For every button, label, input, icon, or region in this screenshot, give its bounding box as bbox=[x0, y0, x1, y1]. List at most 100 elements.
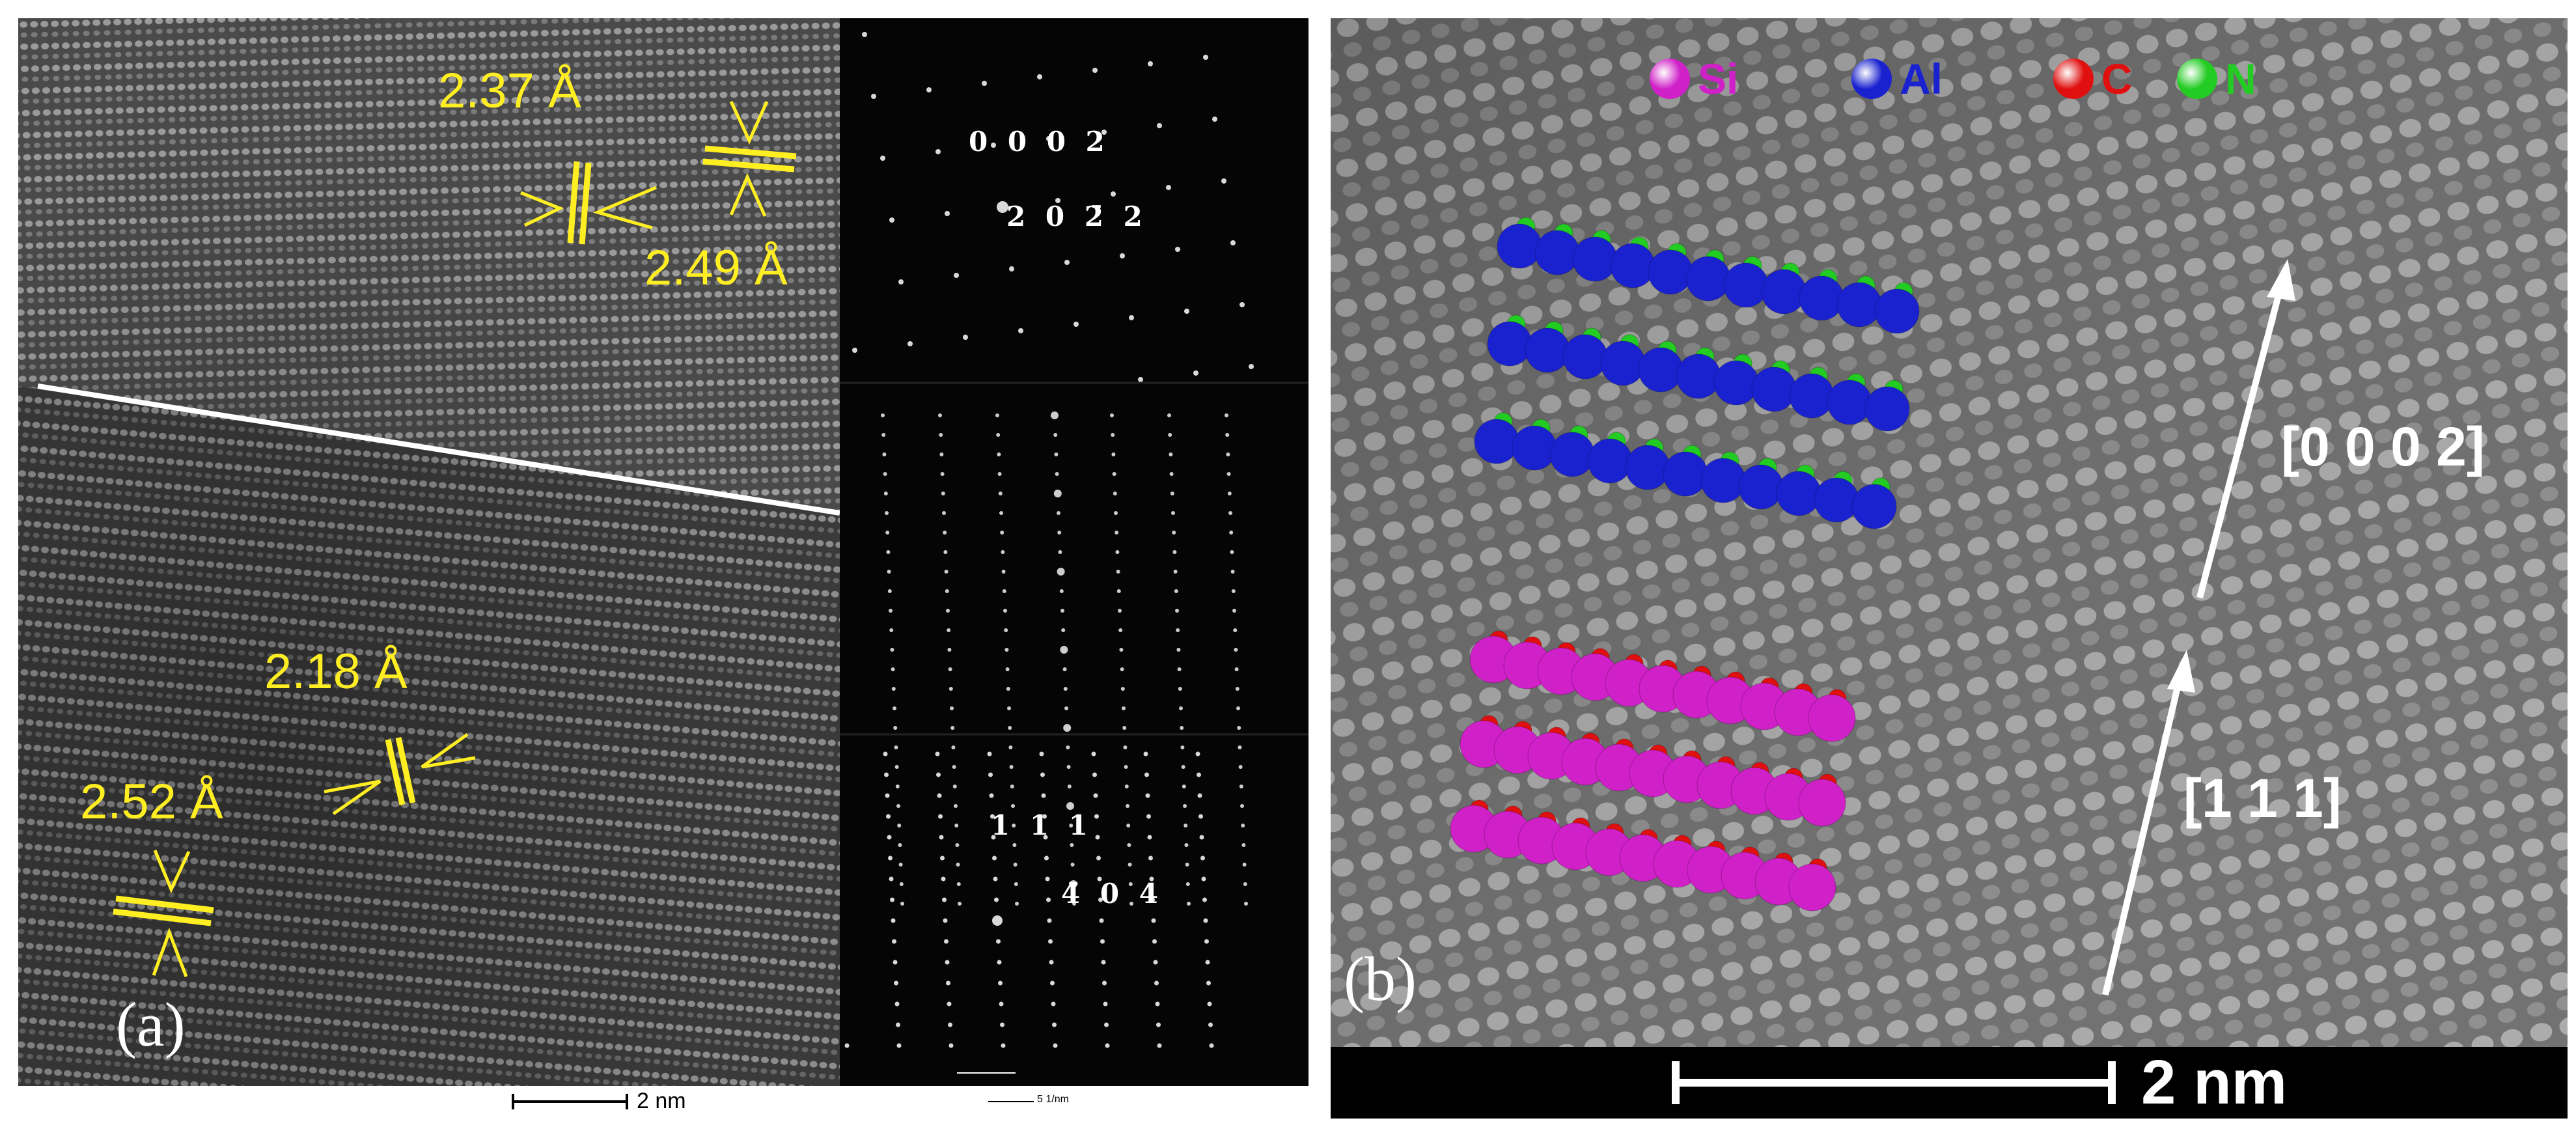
diffraction-spot bbox=[1177, 667, 1182, 671]
legend-sphere-al bbox=[1851, 59, 1892, 99]
diffraction-spot bbox=[862, 32, 867, 37]
diffraction-spot bbox=[1238, 765, 1243, 769]
diffraction-spot bbox=[1193, 370, 1198, 376]
diffraction-spot bbox=[1187, 902, 1191, 906]
diffraction-spot bbox=[885, 793, 890, 798]
diffraction-spot bbox=[1066, 765, 1071, 769]
diffraction-spot bbox=[952, 765, 956, 769]
legend-item-si: Si bbox=[1650, 54, 1738, 104]
diffraction-spot bbox=[1240, 804, 1244, 808]
diffraction-spot bbox=[1051, 411, 1059, 419]
diffraction-spot bbox=[1152, 939, 1157, 944]
atom-al bbox=[1562, 334, 1608, 380]
diffraction-spot bbox=[898, 843, 902, 847]
diffraction-spot bbox=[1126, 824, 1131, 827]
diffraction-spot bbox=[1101, 130, 1107, 135]
legend-sphere-si bbox=[1650, 59, 1690, 99]
diffraction-spot bbox=[943, 550, 948, 554]
diffraction-spot bbox=[1178, 687, 1182, 691]
diffraction-spot bbox=[1064, 706, 1068, 710]
diffraction-spot bbox=[891, 687, 896, 691]
diffraction-spot bbox=[992, 915, 1003, 926]
diffraction-spot bbox=[852, 348, 857, 353]
diffraction-spot bbox=[1225, 413, 1228, 417]
legend-label-n: N bbox=[2225, 55, 2256, 103]
atom-al bbox=[1610, 243, 1655, 288]
diffraction-spot bbox=[1091, 751, 1096, 757]
diffraction-spot bbox=[1053, 490, 1062, 497]
diffraction-spot bbox=[1005, 667, 1010, 671]
diffraction-spot bbox=[881, 413, 885, 417]
diffraction-spot bbox=[1112, 472, 1116, 476]
diffraction-spot bbox=[894, 745, 898, 749]
diffraction-spot bbox=[1094, 814, 1099, 819]
diffraction-spot bbox=[1105, 1043, 1110, 1048]
diffraction-spot bbox=[944, 939, 949, 944]
diffraction-spot bbox=[1184, 824, 1188, 827]
diffraction-spot bbox=[1228, 511, 1232, 515]
diffraction-spot bbox=[895, 785, 900, 788]
diffraction-spot bbox=[926, 87, 932, 92]
legend-sphere-c bbox=[2053, 59, 2094, 99]
scale-bar-label-b: 2 nm bbox=[2141, 1048, 2288, 1117]
atom-al bbox=[1827, 380, 1872, 425]
diffraction-spot bbox=[998, 980, 1003, 986]
diffraction-spot bbox=[1039, 751, 1044, 757]
atom-al bbox=[1713, 360, 1759, 406]
diffraction-spot bbox=[1001, 550, 1005, 554]
diffraction-spot bbox=[950, 706, 954, 710]
saed-label-111: 1 1 1 bbox=[991, 809, 1093, 841]
diffraction-spot bbox=[994, 897, 999, 902]
diffraction-spot bbox=[1207, 1001, 1212, 1007]
diffraction-spot bbox=[1012, 824, 1016, 827]
diffraction-spot bbox=[1047, 918, 1052, 923]
diffraction-spot bbox=[1172, 531, 1176, 535]
d-spacing-marker-218 bbox=[324, 732, 476, 816]
diffraction-spot bbox=[941, 492, 945, 495]
diffraction-spot bbox=[1123, 745, 1128, 749]
diffraction-spot bbox=[935, 149, 941, 154]
diffraction-spot bbox=[1001, 570, 1006, 574]
diffraction-spot bbox=[1042, 814, 1047, 819]
diffraction-spot bbox=[1226, 452, 1230, 456]
diffraction-spot bbox=[935, 751, 940, 757]
diffraction-spot bbox=[1203, 918, 1208, 923]
diffraction-spot bbox=[1057, 511, 1060, 515]
diffraction-spot bbox=[1066, 802, 1074, 810]
diffraction-spot bbox=[1063, 687, 1068, 691]
diffraction-spot bbox=[1237, 726, 1241, 730]
saed-label-20-22-part1: 2 0 bbox=[1006, 201, 1085, 232]
diffraction-spot bbox=[1126, 804, 1129, 808]
atom-al bbox=[1525, 327, 1570, 373]
diffraction-spot bbox=[893, 960, 898, 965]
diffraction-spot bbox=[891, 918, 896, 923]
diffraction-spot bbox=[1169, 472, 1174, 476]
haadf-image bbox=[1331, 18, 2568, 1119]
diffraction-spot bbox=[887, 589, 892, 593]
diffraction-spot bbox=[1128, 882, 1133, 886]
atom-al bbox=[1799, 275, 1844, 321]
diffraction-spot bbox=[1001, 1043, 1006, 1048]
diffraction-spot bbox=[1053, 433, 1058, 437]
interface-line bbox=[37, 383, 840, 516]
diffraction-spot bbox=[890, 648, 894, 652]
diffraction-spot bbox=[940, 855, 945, 861]
diffraction-spot bbox=[991, 835, 996, 840]
diffraction-spot bbox=[1230, 240, 1236, 245]
diffraction-spot bbox=[1122, 706, 1126, 710]
diffraction-spot bbox=[1195, 751, 1200, 757]
diffraction-spot bbox=[1013, 863, 1018, 867]
diffraction-spot bbox=[1154, 980, 1159, 986]
diffraction-spot bbox=[1129, 902, 1133, 906]
diffraction-spot bbox=[982, 81, 987, 86]
direction-label-0002: [0 0 0 2] bbox=[2281, 416, 2485, 477]
diffraction-spot bbox=[1145, 793, 1150, 798]
diffraction-spot bbox=[1049, 960, 1054, 965]
direction-arrow-0002 bbox=[2196, 259, 2295, 599]
diffraction-spot bbox=[894, 765, 899, 769]
diffraction-spot bbox=[1202, 897, 1207, 902]
diffraction-spot bbox=[886, 814, 891, 819]
diffraction-spot bbox=[1115, 550, 1120, 554]
diffraction-spot bbox=[1092, 68, 1098, 73]
diffraction-spot bbox=[892, 939, 896, 944]
